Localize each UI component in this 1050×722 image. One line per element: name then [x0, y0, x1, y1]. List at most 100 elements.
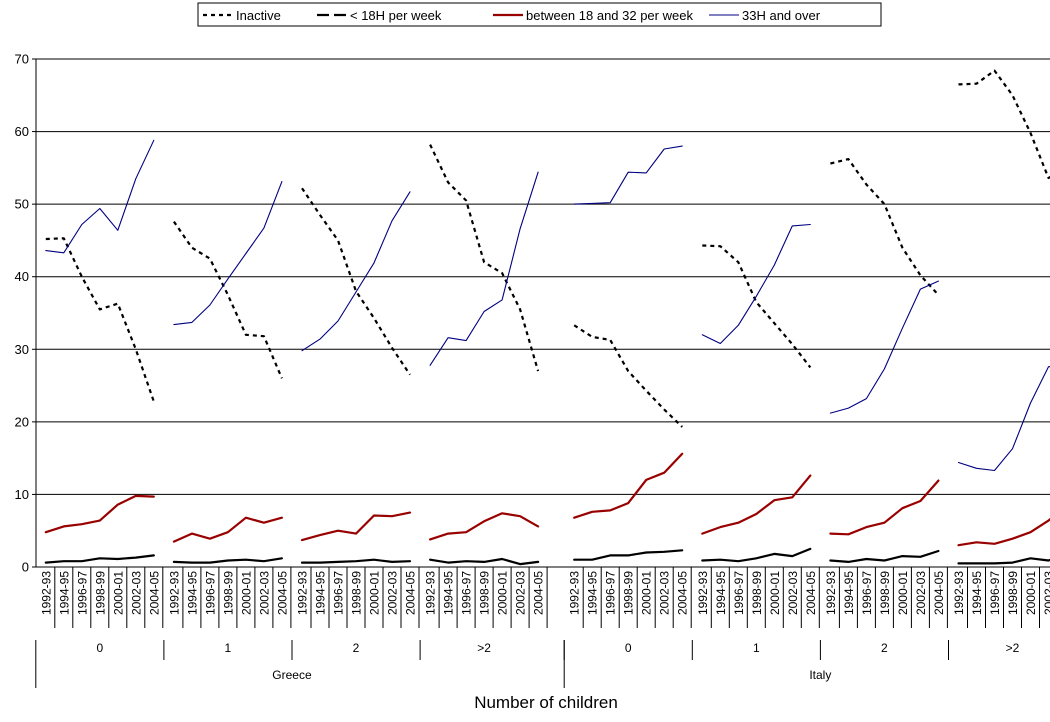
x-tick-label: 1996-97 — [860, 571, 874, 615]
series-line — [45, 237, 155, 402]
children-group-label: 0 — [96, 641, 103, 655]
x-tick-label: 1994-95 — [714, 571, 728, 615]
series-line — [573, 549, 684, 561]
y-tick-label: 40 — [15, 269, 29, 284]
x-tick-label: 2004-05 — [532, 571, 546, 615]
x-tick-label: 1992-93 — [568, 571, 582, 615]
x-tick-label: 1994-95 — [586, 571, 600, 615]
x-tick-label: 2000-01 — [239, 571, 253, 615]
legend-label: < 18H per week — [350, 8, 442, 23]
series-line — [300, 511, 412, 542]
series-line — [701, 547, 812, 563]
series-line — [429, 171, 539, 366]
children-group-label: 2 — [353, 641, 360, 655]
x-tick-label: 1994-95 — [314, 571, 328, 615]
children-group-label: >2 — [1006, 641, 1020, 655]
series-line — [172, 557, 283, 564]
series-line — [45, 139, 155, 254]
y-tick-label: 10 — [15, 487, 29, 502]
series-line — [301, 187, 411, 376]
x-tick-label: 1996-97 — [332, 571, 346, 615]
children-group-label: 1 — [753, 641, 760, 655]
country-label: Greece — [272, 668, 312, 682]
x-tick-label: 1992-93 — [952, 571, 966, 615]
x-tick-label: 1994-95 — [57, 571, 71, 615]
legend-label: between 18 and 32 per week — [526, 8, 693, 23]
x-tick-label: 1996-97 — [75, 571, 89, 615]
x-tick-label: 1996-97 — [988, 571, 1002, 615]
series-line — [172, 516, 283, 543]
x-tick-label: 1998-99 — [750, 571, 764, 615]
x-tick-label: 2002-03 — [786, 571, 800, 615]
x-tick-label: 2002-03 — [386, 571, 400, 615]
series-line — [300, 558, 412, 564]
x-tick-label: 1996-97 — [604, 571, 618, 615]
x-tick-label: 2004-05 — [932, 571, 946, 615]
x-tick-label: 1998-99 — [350, 571, 364, 615]
series-line — [829, 479, 940, 536]
x-tick-label: 1992-93 — [167, 571, 181, 615]
series-line — [429, 144, 540, 372]
gridlines — [36, 58, 1050, 495]
series-line — [173, 181, 283, 326]
x-tick-label: 1992-93 — [824, 571, 838, 615]
x-tick-label: 2000-01 — [1024, 571, 1038, 615]
series-line — [830, 158, 940, 296]
y-axis: 0 10 20 30 40 50 60 70 — [15, 52, 37, 575]
y-tick-label: 60 — [15, 124, 29, 139]
x-tick-label: 2004-05 — [275, 571, 289, 615]
x-tick-label: 2000-01 — [768, 571, 782, 615]
series-line — [573, 452, 684, 519]
x-tick-label: 1998-99 — [93, 571, 107, 615]
legend-box — [197, 2, 882, 27]
x-tick-label: 1992-93 — [696, 571, 710, 615]
y-tick-label: 70 — [15, 52, 29, 67]
children-group-label: 1 — [225, 641, 232, 655]
series-line — [701, 223, 811, 345]
x-tick-label: 2002-03 — [514, 571, 528, 615]
x-tick-label: 1992-93 — [296, 571, 310, 615]
x-tick-label: 2000-01 — [368, 571, 382, 615]
series-line — [829, 280, 939, 414]
series-line — [829, 549, 940, 564]
series-line — [172, 220, 283, 379]
children-group-label: >2 — [477, 641, 491, 655]
x-tick-label: 2000-01 — [640, 571, 654, 615]
x-tick-label: 1998-99 — [221, 571, 235, 615]
y-tick-label: 20 — [15, 414, 29, 429]
x-tick-label: 2002-03 — [658, 571, 672, 615]
legend-label: Inactive — [236, 8, 281, 23]
x-tick-label: 1992-93 — [424, 571, 438, 615]
x-tick-label: 2002-03 — [129, 571, 143, 615]
x-tick-label: 1994-95 — [185, 571, 199, 615]
x-tick-label: 2004-05 — [404, 571, 418, 615]
y-tick-label: 50 — [15, 197, 29, 212]
x-axis-title: Number of children — [474, 693, 618, 712]
series-line — [44, 494, 155, 534]
children-group-label: 2 — [881, 641, 888, 655]
x-tick-label: 1996-97 — [460, 571, 474, 615]
x-tick-label: 2004-05 — [804, 571, 818, 615]
series-line — [958, 69, 1050, 180]
series-line — [429, 557, 540, 566]
series-line — [44, 554, 155, 564]
x-tick-label: 1998-99 — [478, 571, 492, 615]
x-tick-label: 1996-97 — [203, 571, 217, 615]
series-line — [957, 517, 1050, 547]
x-tick-label: 1996-97 — [732, 571, 746, 615]
y-tick-label: 0 — [22, 560, 29, 575]
x-tick-label: 2004-05 — [676, 571, 690, 615]
x-tick-label: 2000-01 — [111, 571, 125, 615]
x-tick-label: 2000-01 — [496, 571, 510, 615]
series-line — [301, 191, 411, 352]
x-axis: 1992-93 1994-95 1996-97 1998-99 2000-01 2002-… — [35, 566, 1050, 688]
x-tick-label: 1998-99 — [622, 571, 636, 615]
x-tick-label: 2004-05 — [147, 571, 161, 615]
y-tick-label: 30 — [15, 342, 29, 357]
x-tick-label: 2000-01 — [896, 571, 910, 615]
x-tick-label: 1994-95 — [842, 571, 856, 615]
children-group-label: 0 — [625, 641, 632, 655]
country-label: Italy — [809, 668, 831, 682]
x-tick-label: 1994-95 — [442, 571, 456, 615]
